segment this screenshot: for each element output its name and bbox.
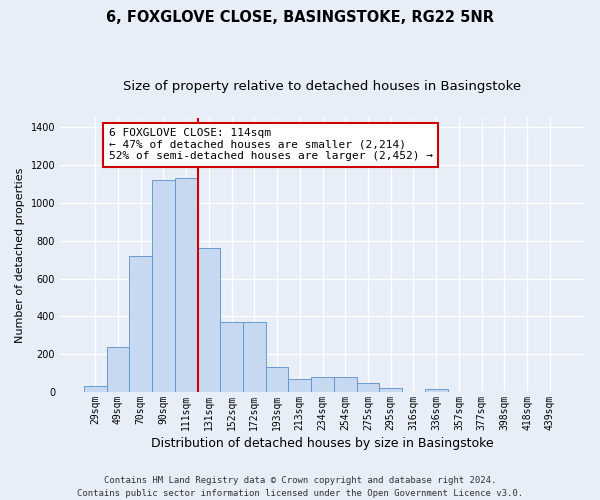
Bar <box>379 388 402 392</box>
X-axis label: Distribution of detached houses by size in Basingstoke: Distribution of detached houses by size … <box>151 437 494 450</box>
Title: Size of property relative to detached houses in Basingstoke: Size of property relative to detached ho… <box>124 80 521 93</box>
Bar <box>243 322 266 392</box>
Bar <box>356 382 379 392</box>
Bar <box>175 178 197 392</box>
Bar <box>220 322 243 392</box>
Bar <box>84 386 107 392</box>
Text: Contains HM Land Registry data © Crown copyright and database right 2024.
Contai: Contains HM Land Registry data © Crown c… <box>77 476 523 498</box>
Bar <box>425 389 448 392</box>
Bar <box>130 256 152 392</box>
Text: 6, FOXGLOVE CLOSE, BASINGSTOKE, RG22 5NR: 6, FOXGLOVE CLOSE, BASINGSTOKE, RG22 5NR <box>106 10 494 25</box>
Y-axis label: Number of detached properties: Number of detached properties <box>15 167 25 342</box>
Text: 6 FOXGLOVE CLOSE: 114sqm
← 47% of detached houses are smaller (2,214)
52% of sem: 6 FOXGLOVE CLOSE: 114sqm ← 47% of detach… <box>109 128 433 162</box>
Bar <box>311 377 334 392</box>
Bar <box>197 248 220 392</box>
Bar <box>334 377 356 392</box>
Bar <box>152 180 175 392</box>
Bar <box>107 346 130 392</box>
Bar <box>266 368 289 392</box>
Bar <box>289 379 311 392</box>
